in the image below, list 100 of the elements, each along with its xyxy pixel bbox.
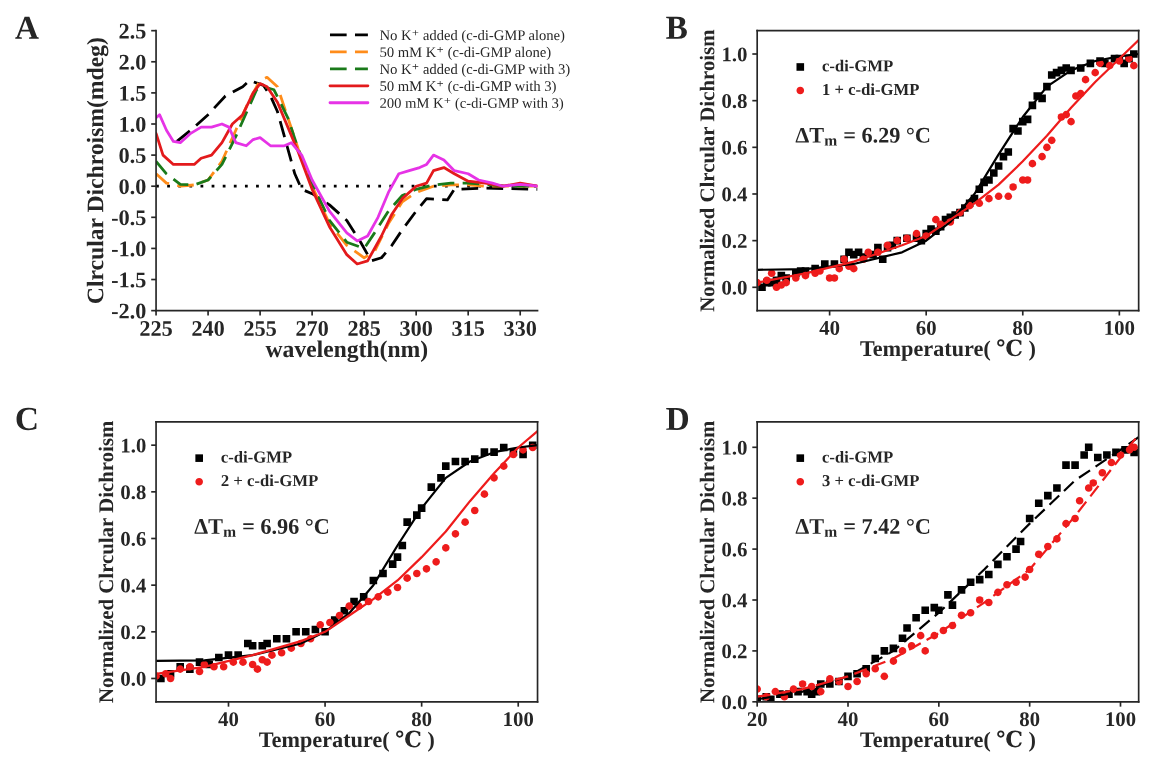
y-tick-label: 0.5 xyxy=(119,148,146,164)
point xyxy=(301,628,310,636)
legend-label: No K⁺ added (c-di-GMP alone) xyxy=(379,29,565,44)
chart-title: A xyxy=(15,16,39,39)
annotation: ΔT$_{m}$ = 6.29 °C xyxy=(795,127,930,146)
point xyxy=(292,628,300,636)
point xyxy=(912,229,921,238)
y-tick-label: 0.0 xyxy=(121,671,146,686)
point xyxy=(432,558,440,566)
legend-label: c-di-GMP xyxy=(221,450,292,463)
legend-label: 50 mM K⁺ (c-di-GMP with 3) xyxy=(380,80,556,94)
point xyxy=(994,560,1002,569)
x-tick-label: 225 xyxy=(140,321,172,336)
point xyxy=(335,611,344,620)
point xyxy=(1003,552,1011,561)
point xyxy=(912,614,920,622)
y-tick-label: 0.8 xyxy=(722,491,747,506)
legend-label: c-di-GMP xyxy=(822,59,893,72)
point xyxy=(1043,143,1051,152)
point xyxy=(441,462,450,470)
x-axis-title: wavelength(nm) xyxy=(265,340,428,363)
point xyxy=(1098,468,1107,477)
point xyxy=(1080,451,1088,459)
point xyxy=(413,569,421,578)
x-tick-label: 255 xyxy=(244,321,276,336)
y-tick-label: 0.0 xyxy=(722,695,747,710)
y-tick-label: 0.2 xyxy=(722,644,747,659)
y-tick-label: 0.0 xyxy=(119,179,146,195)
point xyxy=(219,663,228,671)
point xyxy=(263,658,271,666)
x-tick-label: 40 xyxy=(819,320,840,336)
point xyxy=(166,674,175,683)
chart-title: B xyxy=(666,16,687,39)
point xyxy=(1047,136,1056,145)
legend-label: c-di-GMP xyxy=(822,450,893,463)
point xyxy=(263,639,271,648)
point xyxy=(393,583,402,592)
point xyxy=(1021,573,1029,581)
point xyxy=(1081,75,1090,84)
legend-label: No K⁺ added (c-di-GMP with 3) xyxy=(379,63,570,78)
x-tick-label: 100 xyxy=(504,712,534,727)
point xyxy=(1093,453,1102,462)
point xyxy=(921,606,930,614)
point xyxy=(975,596,984,604)
y-tick-label: 0.6 xyxy=(121,531,146,547)
point xyxy=(403,518,411,526)
point xyxy=(1071,461,1079,469)
y-tick-label: 0.2 xyxy=(121,625,146,640)
point xyxy=(427,483,436,491)
y-axis-title: Normalized Clrcular Dichroism xyxy=(98,420,114,703)
point xyxy=(844,682,852,691)
x-tick-label: 240 xyxy=(192,321,224,336)
legend-label: 2 + c-di-GMP xyxy=(221,474,318,487)
x-tick-label: 60 xyxy=(929,712,949,727)
point xyxy=(1004,192,1013,201)
point xyxy=(403,574,411,582)
point xyxy=(1130,443,1138,452)
point xyxy=(1028,159,1037,168)
chart-title: D xyxy=(666,408,689,430)
y-tick-label: -2.0 xyxy=(111,303,146,319)
point xyxy=(816,687,825,696)
annotation: ΔT$_{m}$ = 6.96 °C xyxy=(194,518,329,537)
x-tick-label: 285 xyxy=(348,321,380,336)
point xyxy=(268,651,276,659)
point xyxy=(1089,479,1098,487)
point xyxy=(1130,61,1138,70)
x-tick-label: 80 xyxy=(1013,320,1033,336)
point xyxy=(195,667,204,676)
legend-label: 1 + c-di-GMP xyxy=(823,83,919,96)
legend-label: 200 mM K⁺ (c-di-GMP with 3) xyxy=(380,97,564,111)
point xyxy=(1012,545,1020,553)
y-tick-label: 0.4 xyxy=(722,593,748,608)
point xyxy=(1084,443,1093,452)
point xyxy=(932,215,940,224)
y-axis-title: Clrcular Dichroism(mdeg) xyxy=(86,38,109,303)
y-tick-label: 0.8 xyxy=(722,94,747,109)
point xyxy=(422,565,431,573)
y-axis-title: Normalized Clrcular Dichroism xyxy=(699,420,715,703)
point xyxy=(903,624,911,632)
legend-label: 3 + c-di-GMP xyxy=(822,474,919,487)
point xyxy=(916,631,925,640)
point xyxy=(1062,461,1070,469)
point xyxy=(975,575,984,584)
point xyxy=(944,591,952,599)
y-tick-label: 0.4 xyxy=(121,578,146,593)
point xyxy=(277,649,286,657)
x-tick-label: 100 xyxy=(1106,712,1136,727)
point xyxy=(1003,580,1011,589)
point xyxy=(1067,117,1075,126)
point xyxy=(1044,491,1052,500)
point xyxy=(388,560,397,568)
point xyxy=(1075,496,1084,505)
y-tick-label: -0.5 xyxy=(111,210,146,226)
x-tick-label: 80 xyxy=(1019,712,1040,727)
x-tick-label: 100 xyxy=(1105,320,1135,336)
point xyxy=(1091,68,1099,77)
point xyxy=(441,544,450,552)
point xyxy=(921,647,930,655)
y-tick-label: -1.5 xyxy=(111,272,146,288)
point xyxy=(789,685,798,693)
